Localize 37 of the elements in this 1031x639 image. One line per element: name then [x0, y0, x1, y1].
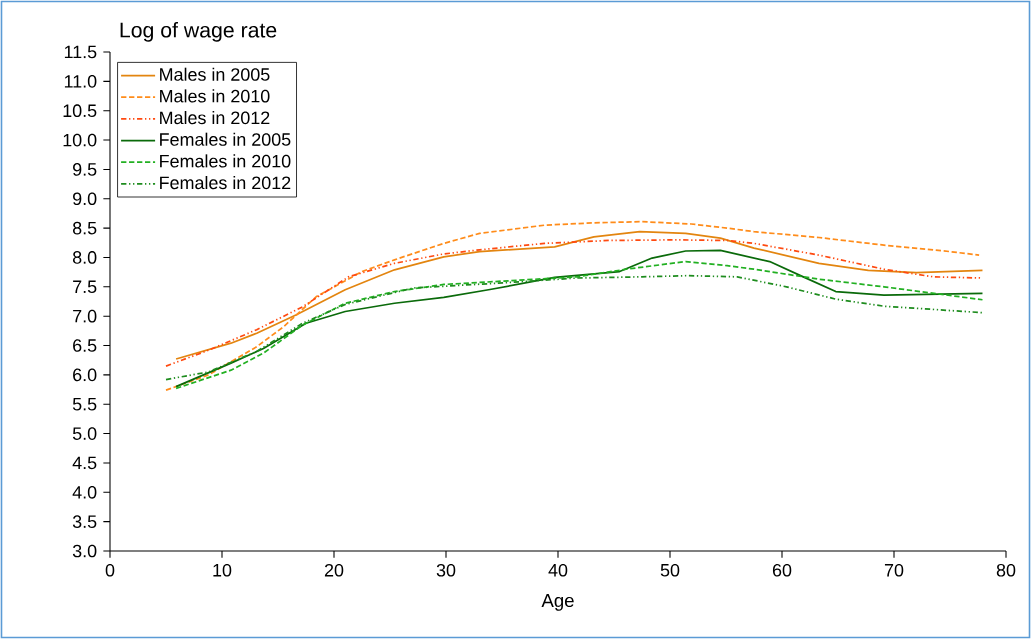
- y-tick-label: 6.5: [73, 339, 97, 352]
- legend-label: Males in 2012: [160, 111, 270, 125]
- x-tick-label: 80: [996, 563, 1016, 577]
- y-tick-label: 9.0: [73, 192, 97, 206]
- y-tick-label: 7.5: [73, 280, 97, 294]
- y-tick-label: 10.5: [63, 104, 97, 118]
- y-tick-label: 7.0: [73, 309, 97, 323]
- line-series: [165, 220, 980, 392]
- x-tick-label: 0: [105, 563, 115, 577]
- y-tick-label: 5.5: [72, 397, 97, 411]
- y-tick-label: 8.5: [72, 221, 97, 235]
- y-tick-label: 4.0: [72, 485, 97, 499]
- y-tick-label: 5.0: [72, 427, 97, 440]
- y-axis-title: Log of wage rate: [120, 21, 277, 42]
- line-series: [165, 274, 984, 381]
- legend-label: Females in 2012: [160, 176, 291, 190]
- x-tick-label: 50: [660, 563, 680, 577]
- y-tick-label: 4.5: [72, 456, 97, 470]
- x-axis-title: Age: [541, 594, 574, 611]
- y-tick-label: 3.0: [72, 544, 97, 558]
- x-tick-label: 10: [213, 563, 232, 577]
- x-tick-label: 20: [324, 563, 344, 577]
- y-tick-label: 3.5: [72, 515, 97, 528]
- legend-label: Females in 2010: [160, 154, 291, 168]
- legend-label: Males in 2005: [160, 67, 270, 81]
- y-tick-label: 6.0: [73, 368, 97, 382]
- legend-label: Males in 2010: [160, 89, 270, 103]
- y-tick-label: 11.0: [64, 75, 97, 88]
- y-tick-label: 8.0: [72, 251, 97, 264]
- y-tick-label: 11.5: [64, 45, 97, 59]
- y-tick-label: 9.5: [73, 163, 97, 176]
- legend-label: Females in 2005: [160, 132, 291, 146]
- x-tick-label: 30: [436, 563, 456, 577]
- y-tick-label: 10.0: [63, 133, 97, 147]
- x-tick-label: 40: [548, 563, 568, 577]
- x-tick-label: 60: [772, 563, 792, 577]
- x-tick-label: 70: [884, 563, 904, 577]
